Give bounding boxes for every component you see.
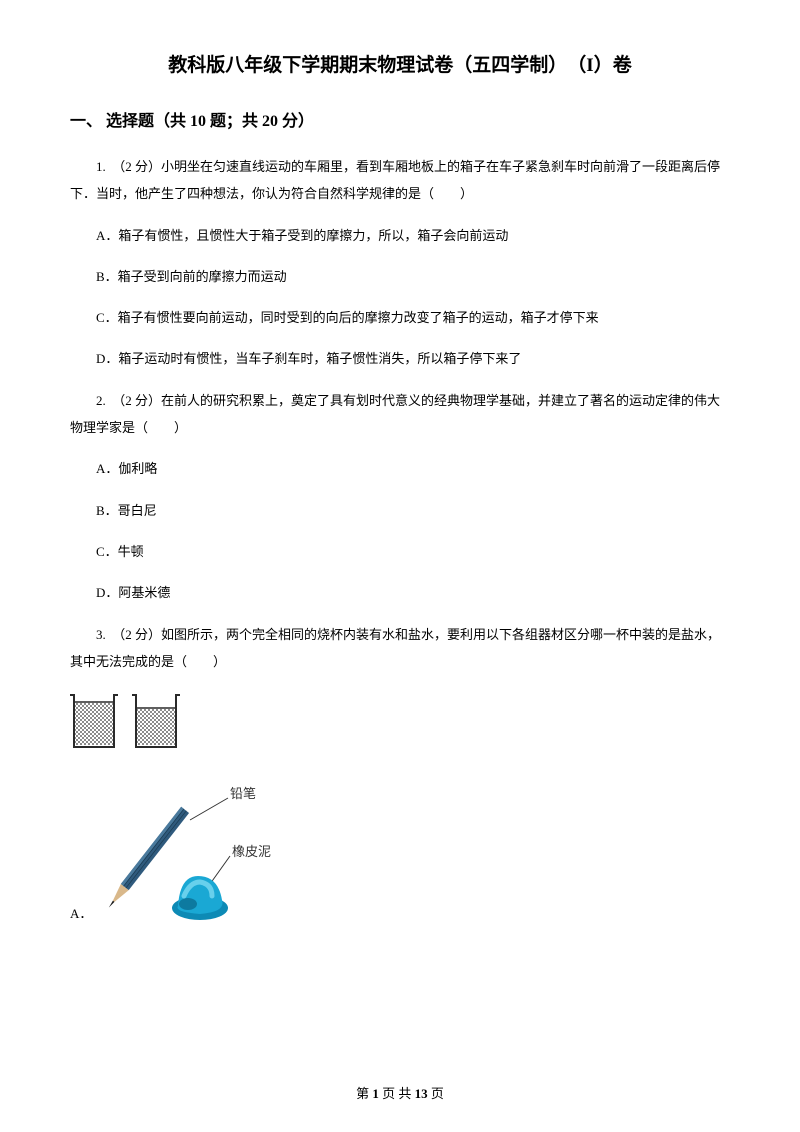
pencil-svg: 铅笔 橡皮泥: [100, 776, 300, 926]
q3-stem: 3. （2 分）如图所示，两个完全相同的烧杯内装有水和盐水，要利用以下各组器材区…: [70, 621, 730, 676]
q1-option-c: C．箱子有惯性要向前运动，同时受到的向后的摩擦力改变了箱子的运动，箱子才停下来: [70, 304, 730, 331]
q3-beakers-figure: [70, 689, 730, 758]
q3-option-a: A． 铅笔 橡皮泥: [70, 776, 730, 926]
section-1-header: 一、 选择题（共 10 题；共 20 分）: [70, 107, 730, 131]
beaker-2: [132, 695, 180, 747]
pencil-label: 铅笔: [230, 786, 256, 801]
q3-option-a-label: A．: [70, 903, 92, 922]
footer-prefix: 第: [356, 1086, 372, 1101]
beakers-svg: [70, 689, 190, 753]
q2-option-a: A．伽利略: [70, 455, 730, 482]
page-footer: 第 1 页 共 13 页: [0, 1083, 800, 1102]
q1-option-b: B．箱子受到向前的摩擦力而运动: [70, 263, 730, 290]
q1-option-d: D．箱子运动时有惯性，当车子刹车时，箱子惯性消失，所以箱子停下来了: [70, 345, 730, 372]
footer-mid: 页 共: [379, 1086, 415, 1101]
beaker-1: [70, 695, 118, 747]
eraser-label: 橡皮泥: [232, 844, 271, 859]
footer-suffix: 页: [428, 1086, 444, 1101]
q2-option-d: D．阿基米德: [70, 579, 730, 606]
q3-pencil-figure: 铅笔 橡皮泥: [100, 776, 300, 926]
q1-option-a: A．箱子有惯性，且惯性大于箱子受到的摩擦力，所以，箱子会向前运动: [70, 222, 730, 249]
q2-stem: 2. （2 分）在前人的研究积累上，奠定了具有划时代意义的经典物理学基础，并建立…: [70, 387, 730, 442]
q2-option-b: B．哥白尼: [70, 497, 730, 524]
q1-stem: 1. （2 分）小明坐在匀速直线运动的车厢里，看到车厢地板上的箱子在车子紧急刹车…: [70, 153, 730, 208]
exam-title: 教科版八年级下学期期末物理试卷（五四学制） （I）卷: [70, 50, 730, 77]
footer-total: 13: [415, 1086, 428, 1101]
q2-option-c: C．牛顿: [70, 538, 730, 565]
eraser-blob: [172, 876, 228, 920]
